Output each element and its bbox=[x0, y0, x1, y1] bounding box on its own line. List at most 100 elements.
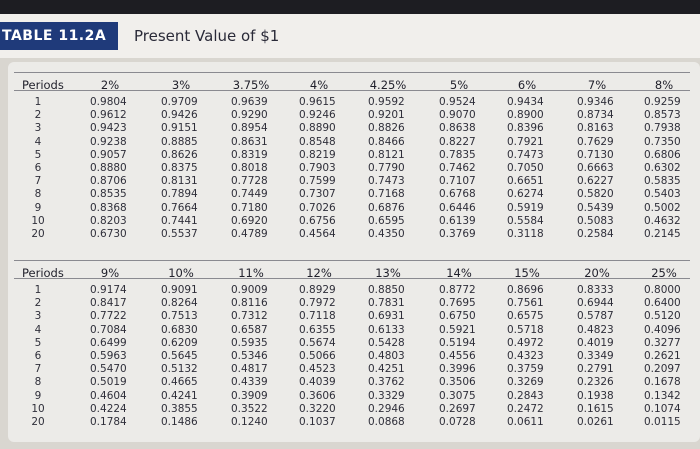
value-cell: 0.6355 bbox=[299, 323, 336, 336]
value-cell: 0.8696 bbox=[507, 284, 544, 296]
column-header: 10% bbox=[168, 266, 194, 280]
value-cell: 0.6944 bbox=[577, 297, 614, 310]
value-cell: 0.9091 bbox=[161, 284, 198, 296]
value-cell: 0.8626 bbox=[161, 148, 198, 161]
value-cell: 0.8417 bbox=[90, 297, 127, 310]
value-cell: 0.8890 bbox=[299, 122, 336, 135]
value-cell: 0.6931 bbox=[368, 310, 405, 323]
value-cell: 0.8375 bbox=[161, 162, 198, 174]
value-cell: 0.9238 bbox=[90, 135, 127, 148]
value-cell: 0.8203 bbox=[90, 214, 127, 227]
period: 7 bbox=[34, 363, 42, 376]
value-cell: 0.0728 bbox=[439, 416, 476, 428]
value-cell: 0.2843 bbox=[507, 389, 544, 402]
value-cell: 0.9259 bbox=[644, 96, 681, 108]
value-cell: 0.7728 bbox=[231, 175, 268, 188]
value-cell: 0.7180 bbox=[231, 201, 268, 214]
value-cell: 0.7350 bbox=[644, 135, 681, 148]
value-cell: 0.1486 bbox=[161, 416, 198, 428]
value-cell: 0.6806 bbox=[644, 148, 681, 161]
column-header: 20% bbox=[584, 266, 610, 280]
value-cell: 0.8227 bbox=[439, 135, 476, 148]
value-cell: 0.5919 bbox=[507, 201, 544, 214]
value-cell: 0.5935 bbox=[231, 336, 268, 349]
value-cell: 0.8466 bbox=[368, 135, 405, 148]
value-cell: 0.5921 bbox=[439, 323, 476, 336]
value-cell: 0.4019 bbox=[577, 336, 614, 349]
value-cell: 0.8900 bbox=[507, 109, 544, 122]
value-cell: 0.8850 bbox=[368, 284, 405, 296]
value-cell: 0.4604 bbox=[90, 389, 127, 402]
value-cell: 0.6302 bbox=[644, 162, 681, 174]
value-cell: 0.7130 bbox=[577, 148, 614, 161]
value-cell: 0.8000 bbox=[644, 284, 681, 296]
value-cell: 0.8638 bbox=[439, 122, 476, 135]
value-cell: 0.8548 bbox=[299, 135, 336, 148]
column-header: 7% bbox=[587, 78, 607, 92]
value-cell: 0.5132 bbox=[161, 363, 198, 376]
value-cell: 0.7972 bbox=[299, 297, 336, 310]
value-cell: 0.2326 bbox=[577, 376, 614, 389]
value-cell: 0.8880 bbox=[90, 162, 127, 174]
value-cell: 0.2697 bbox=[439, 402, 476, 415]
period: 9 bbox=[34, 201, 42, 214]
value-cell: 0.5439 bbox=[577, 201, 614, 214]
value-cell: 0.4241 bbox=[161, 389, 198, 402]
value-cell: 0.9639 bbox=[231, 96, 268, 108]
period: 6 bbox=[34, 350, 42, 362]
period: 10 bbox=[31, 214, 45, 227]
rule bbox=[14, 90, 690, 91]
period: 20 bbox=[31, 416, 45, 428]
period: 3 bbox=[34, 122, 42, 135]
value-cell: 0.2472 bbox=[507, 402, 544, 415]
value-cell: 0.5470 bbox=[90, 363, 127, 376]
value-cell: 0.5083 bbox=[577, 214, 614, 227]
value-cell: 0.3769 bbox=[439, 228, 476, 240]
value-cell: 0.8573 bbox=[644, 109, 681, 122]
value-cell: 0.6139 bbox=[439, 214, 476, 227]
value-cell: 0.5787 bbox=[577, 310, 614, 323]
value-cell: 0.5718 bbox=[507, 323, 544, 336]
column-header: 25% bbox=[651, 266, 677, 280]
period: 8 bbox=[34, 376, 42, 389]
period: 10 bbox=[31, 402, 45, 415]
value-cell: 0.6876 bbox=[368, 201, 405, 214]
value-cell: 0.8734 bbox=[577, 109, 614, 122]
value-cell: 0.8131 bbox=[161, 175, 198, 188]
column-header: 8% bbox=[654, 78, 674, 92]
value-cell: 0.9612 bbox=[90, 109, 127, 122]
value-cell: 0.3855 bbox=[161, 402, 198, 415]
column-header: 3.75% bbox=[232, 78, 270, 92]
column-header: 15% bbox=[514, 266, 540, 280]
value-cell: 0.3349 bbox=[577, 350, 614, 362]
value-cell: 0.8116 bbox=[231, 297, 268, 310]
period: 2 bbox=[34, 109, 42, 122]
value-cell: 0.4665 bbox=[161, 376, 198, 389]
value-cell: 0.6830 bbox=[161, 323, 198, 336]
value-cell: 0.4972 bbox=[507, 336, 544, 349]
value-cell: 0.5428 bbox=[368, 336, 405, 349]
value-cell: 0.6499 bbox=[90, 336, 127, 349]
value-cell: 0.1074 bbox=[644, 402, 681, 415]
value-cell: 0.3506 bbox=[439, 376, 476, 389]
value-cell: 0.6227 bbox=[577, 175, 614, 188]
value-cell: 0.8264 bbox=[161, 297, 198, 310]
column-header: 4% bbox=[309, 78, 329, 92]
value-cell: 0.9290 bbox=[231, 109, 268, 122]
value-cell: 0.8219 bbox=[299, 148, 336, 161]
value-cell: 0.5835 bbox=[644, 175, 681, 188]
value-cell: 0.3118 bbox=[507, 228, 544, 240]
value-cell: 0.7921 bbox=[507, 135, 544, 148]
value-cell: 0.4523 bbox=[299, 363, 336, 376]
value-cell: 0.6587 bbox=[231, 323, 268, 336]
value-cell: 0.1615 bbox=[577, 402, 614, 415]
value-cell: 0.3269 bbox=[507, 376, 544, 389]
column-header: 9% bbox=[100, 266, 120, 280]
value-cell: 0.7168 bbox=[368, 188, 405, 201]
value-cell: 0.5403 bbox=[644, 188, 681, 201]
period: 4 bbox=[34, 323, 42, 336]
value-cell: 0.4350 bbox=[368, 228, 405, 240]
value-cell: 0.2791 bbox=[577, 363, 614, 376]
column-header: 13% bbox=[375, 266, 401, 280]
